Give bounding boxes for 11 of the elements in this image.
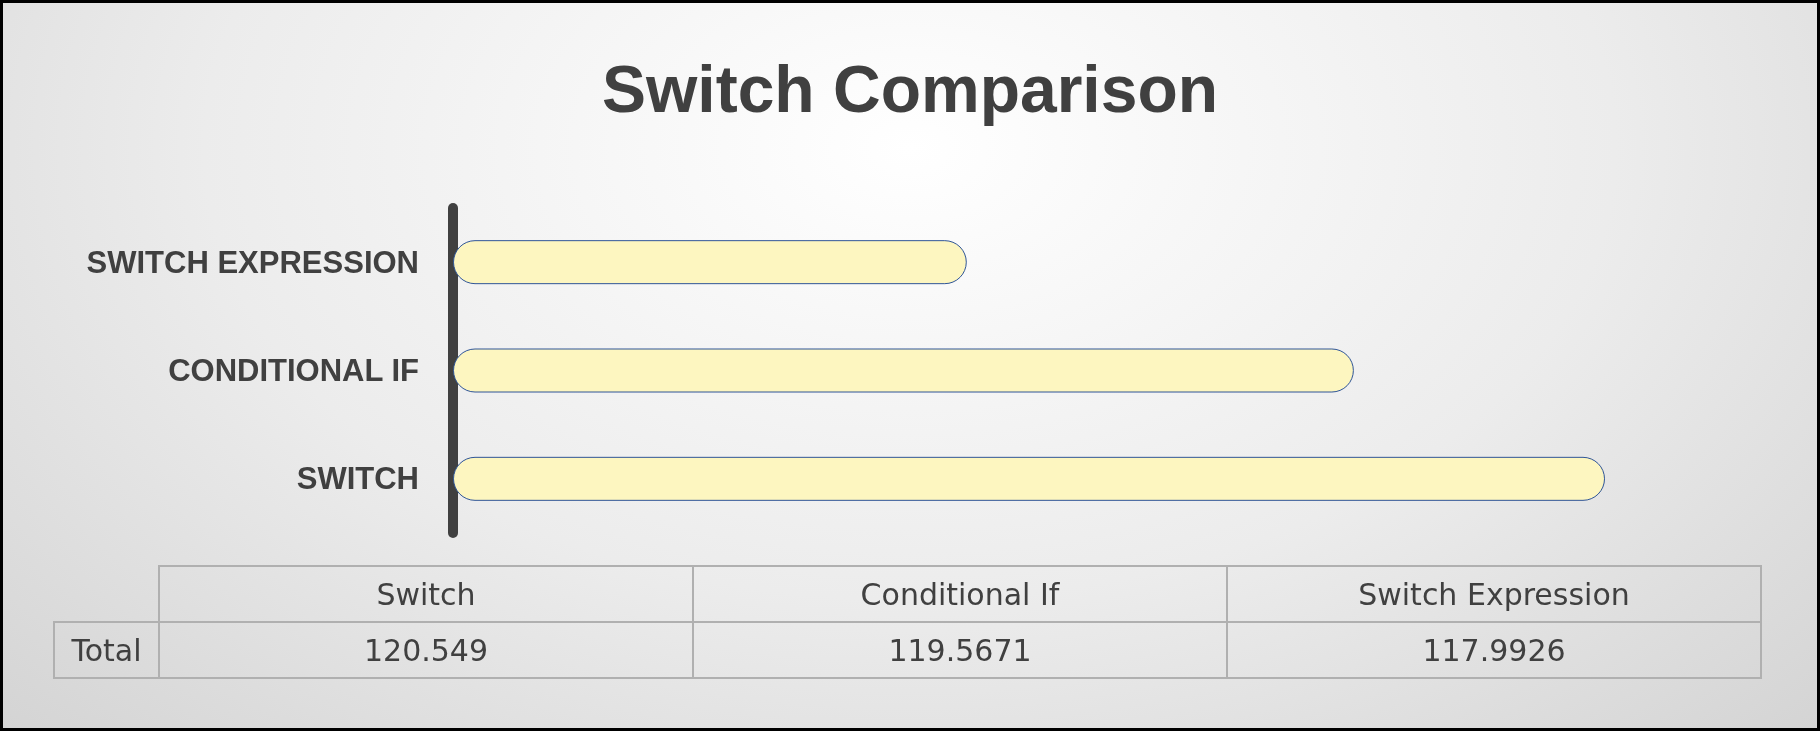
category-label: Conditional If xyxy=(693,566,1227,622)
y-tick-label: SWITCH EXPRESSION xyxy=(86,244,419,280)
y-tick-label: SWITCH xyxy=(296,461,419,497)
data-label: 117.9926 xyxy=(1227,622,1761,678)
category-label: Switch Expression xyxy=(1227,566,1761,622)
data-label: 120.549 xyxy=(159,622,693,678)
chart-title: Switch Comparison xyxy=(601,52,1219,126)
legend-label: Total xyxy=(54,622,159,678)
y-tick-label: CONDITIONAL IF xyxy=(168,353,419,388)
data-label: 119.5671 xyxy=(693,622,1227,678)
category-label: Switch xyxy=(159,566,693,622)
